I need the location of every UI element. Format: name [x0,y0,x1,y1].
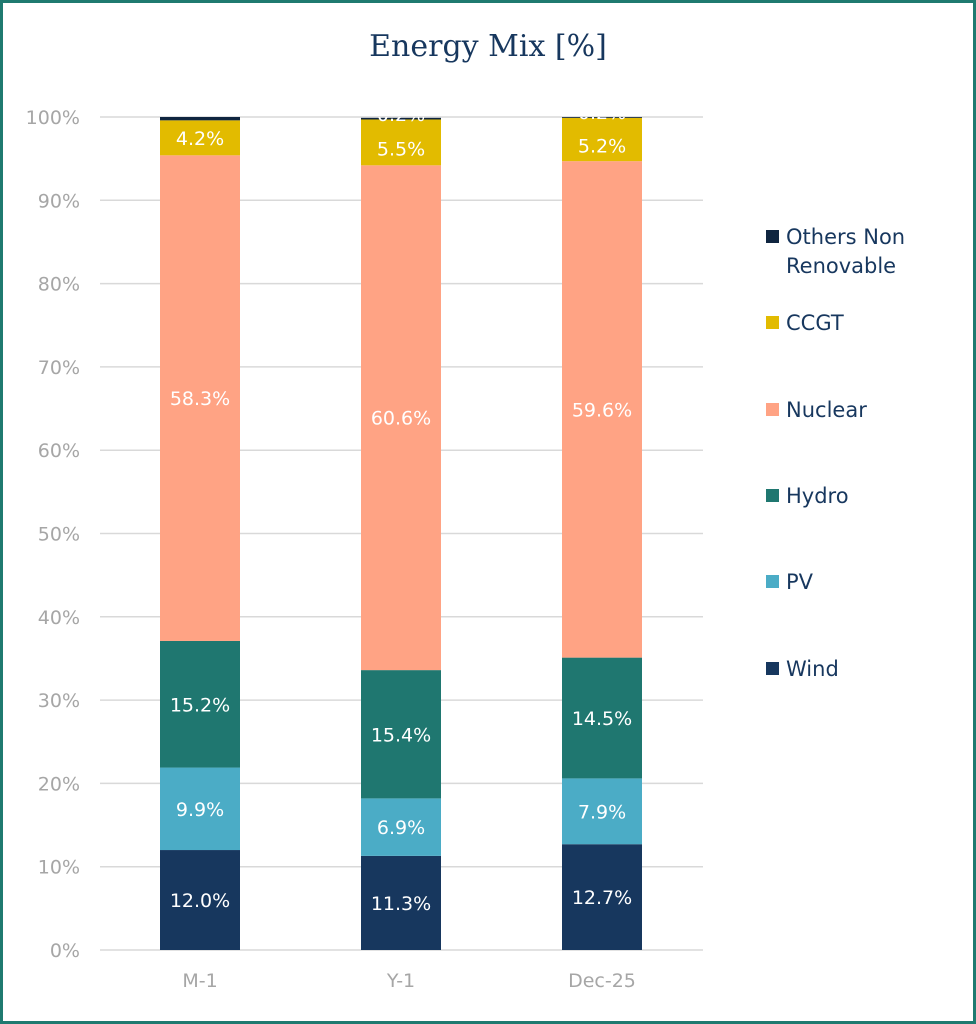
y-tick-label: 20% [38,773,80,795]
bar-segment-others-non-renovable [160,117,240,121]
legend-item: PV [766,570,814,594]
legend-item: Nuclear [766,398,867,422]
legend-swatch [766,403,779,416]
chart-title: Energy Mix [%] [369,29,607,64]
legend-swatch [766,230,779,243]
y-tick-label: 80% [38,274,80,296]
legend-label: Wind [786,657,839,681]
data-label: 58.3% [170,388,230,410]
x-tick-label: M-1 [182,970,217,992]
legend-swatch [766,489,779,502]
data-label: 4.2% [176,128,224,150]
data-label: 12.7% [572,887,632,909]
legend-item: Others Non Renovable [766,225,905,278]
bar-segment-ccgt [361,119,441,166]
data-label: 5.5% [377,138,425,160]
bar-segment-pv [562,778,642,845]
data-label: 0.2% [578,102,626,124]
bar-segment-others-non-renovable [361,117,441,120]
legend-item: Wind [766,657,839,681]
legend-label: PV [786,570,814,594]
bar-segment-nuclear [361,165,441,671]
y-tick-label: 100% [26,107,80,129]
y-tick-label: 50% [38,524,80,546]
data-label: 14.5% [572,708,632,730]
y-tick-label: 40% [38,607,80,629]
bar-segment-pv [361,798,441,856]
legend-label: Hydro [786,484,849,508]
legend-swatch [766,662,779,675]
bar-segment-wind [160,850,240,950]
legend-label: Nuclear [786,398,867,422]
bar-segment-others-non-renovable [562,117,642,118]
y-tick-label: 0% [50,940,80,962]
data-label: 59.6% [572,399,632,421]
y-tick-label: 70% [38,357,80,379]
bar-segment-nuclear [160,155,240,641]
bar-segment-nuclear [562,161,642,658]
data-label: 60.6% [371,408,431,430]
y-tick-label: 10% [38,857,80,879]
data-label: 11.3% [371,893,431,915]
x-tick-label: Dec-25 [568,970,636,992]
y-tick-label: 30% [38,690,80,712]
bar-segment-hydro [160,640,240,768]
bar-segment-hydro [562,657,642,779]
data-label: 9.9% [176,799,224,821]
x-tick-label: Y-1 [386,970,415,992]
legend-item: CCGT [766,311,844,335]
data-label: 15.2% [170,694,230,716]
data-label: 6.9% [377,817,425,839]
bar-segment-wind [562,844,642,950]
legend-swatch [766,316,779,329]
bar-segment-hydro [361,670,441,799]
y-tick-label: 90% [38,190,80,212]
data-label: 7.9% [578,801,626,823]
legend-swatch [766,575,779,588]
bar-segment-ccgt [562,117,642,162]
legend-label: Others Non Renovable [786,225,905,278]
bar-segment-ccgt [160,120,240,156]
bar-segment-pv [160,767,240,851]
legend-item: Hydro [766,484,849,508]
data-label: 0.2% [377,104,425,126]
bar-segment-wind [361,855,441,950]
y-tick-label: 60% [38,440,80,462]
data-label: 15.4% [371,724,431,746]
legend-label: CCGT [786,311,844,335]
data-label: 5.2% [578,135,626,157]
data-label: 12.0% [170,890,230,912]
